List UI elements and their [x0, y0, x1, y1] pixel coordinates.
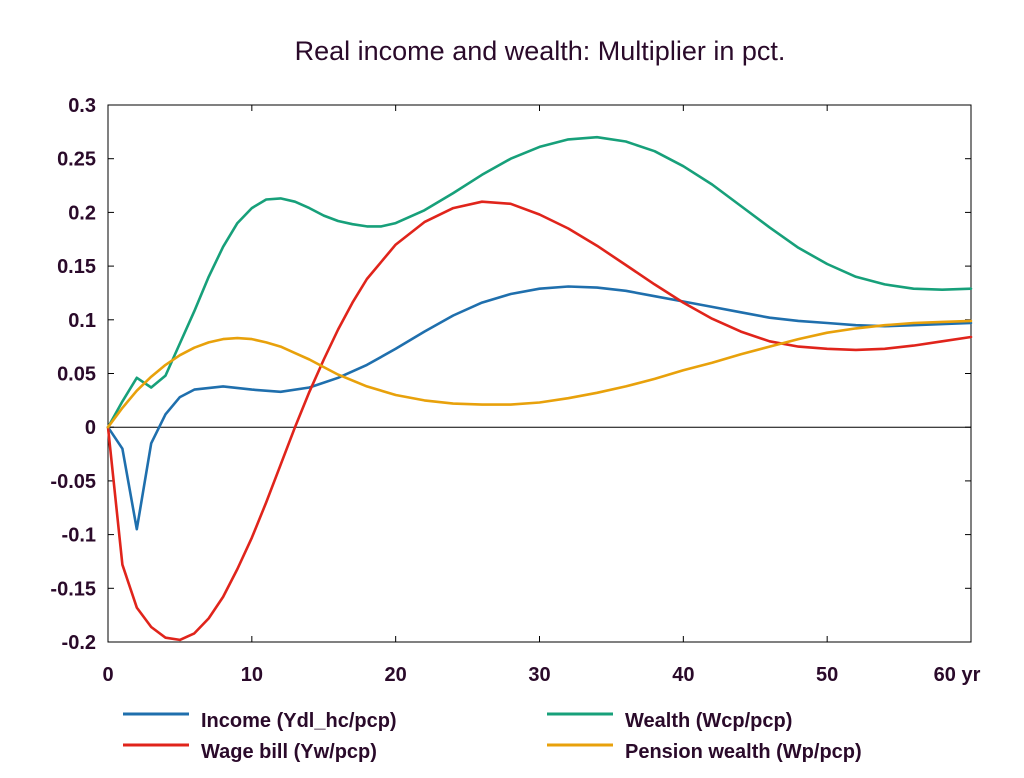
series-line-3 — [106, 135, 973, 429]
y-tick-label: 0 — [85, 417, 96, 439]
x-tick-label: 60 yr — [934, 664, 981, 686]
x-tick-label: 50 — [816, 664, 838, 686]
y-tick-label: -0.05 — [50, 471, 96, 493]
series-line-2 — [106, 200, 973, 642]
legend-label: Wage bill (Yw/pcp) — [201, 741, 377, 763]
legend-label: Wealth (Wcp/pcp) — [625, 710, 792, 732]
y-tick-label: 0.25 — [57, 149, 96, 171]
legend-label: Income (Ydl_hc/pcp) — [201, 710, 397, 732]
legend-label: Pension wealth (Wp/pcp) — [625, 741, 862, 763]
y-tick-label: 0.2 — [68, 202, 96, 224]
chart-title: Real income and wealth: Multiplier in pc… — [295, 36, 786, 66]
x-tick-label: 30 — [528, 664, 550, 686]
y-tick-label: 0.3 — [68, 95, 96, 117]
x-tick-label: 0 — [102, 664, 113, 686]
series-line-4 — [106, 319, 973, 429]
y-tick-label: -0.15 — [50, 578, 96, 600]
y-tick-label: 0.15 — [57, 256, 96, 278]
y-tick-label: 0.1 — [68, 310, 96, 332]
y-tick-label: -0.2 — [62, 632, 96, 654]
plot-frame — [107, 104, 972, 643]
x-tick-label: 40 — [672, 664, 694, 686]
x-tick-label: 10 — [241, 664, 263, 686]
x-tick-label: 20 — [385, 664, 407, 686]
series-line-1 — [106, 285, 973, 531]
y-tick-label: -0.1 — [62, 525, 96, 547]
y-tick-label: 0.05 — [57, 364, 96, 386]
